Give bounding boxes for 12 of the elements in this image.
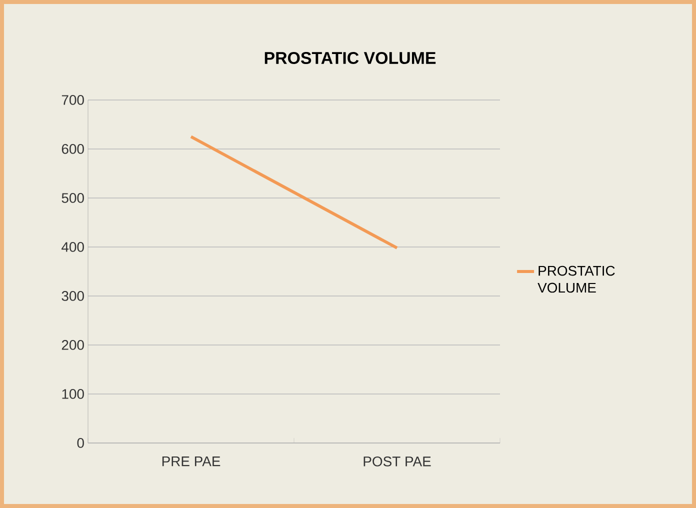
y-tick-label: 600	[62, 144, 84, 154]
legend-label: PROSTATIC VOLUME	[538, 266, 615, 293]
y-tick-label: 200	[62, 340, 84, 350]
y-tick-label: 300	[62, 291, 84, 301]
y-tick-label: 0	[77, 438, 84, 448]
chart-title: PROSTATIC VOLUME	[264, 52, 436, 64]
x-tick-label: POST PAE	[364, 456, 431, 466]
y-tick-label: 100	[62, 389, 84, 399]
y-tick-label: 400	[62, 242, 84, 252]
y-tick-label: 700	[62, 95, 84, 105]
y-tick-label: 500	[62, 193, 84, 203]
x-tick-label: PRE PAE	[162, 456, 220, 466]
